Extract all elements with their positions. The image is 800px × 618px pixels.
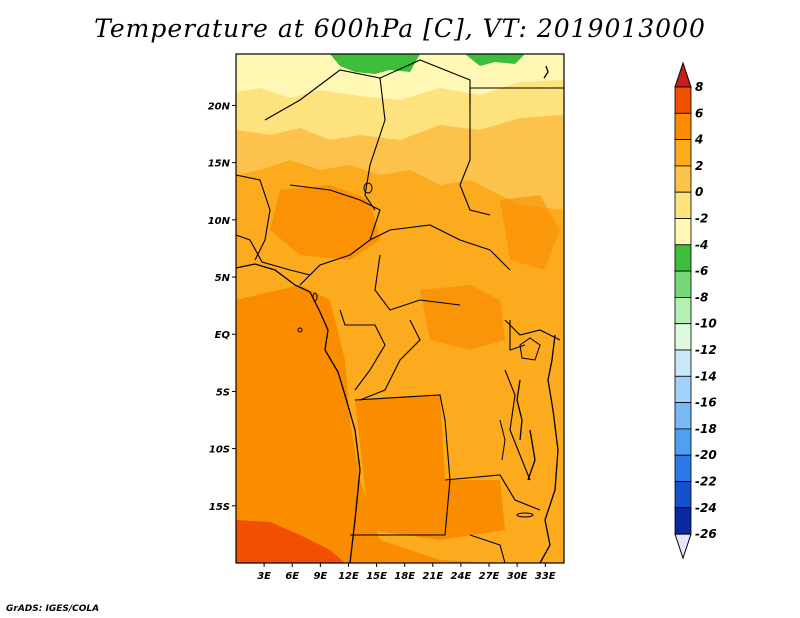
colorbar-level-label: -14 <box>695 369 717 383</box>
colorbar-level-label: -16 <box>695 396 717 410</box>
colorbar-level-label: -20 <box>695 448 717 462</box>
colorbar-segment <box>674 139 692 167</box>
lat-tick-label: EQ <box>215 330 231 341</box>
colorbar-level-label: -18 <box>695 422 717 436</box>
colorbar-level-label: 4 <box>694 133 703 147</box>
colorbar-segment <box>674 296 692 325</box>
lat-tick-label: 5S <box>216 387 230 398</box>
colorbar-segment <box>674 323 692 351</box>
lon-tick-label: 9E <box>313 571 327 582</box>
lon-tick-label: 27E <box>479 571 500 582</box>
colorbar-level-label: -8 <box>695 290 708 304</box>
colorbar-level-label: -2 <box>695 212 708 226</box>
lon-tick-label: 21E <box>422 571 443 582</box>
lon-tick-label: 12E <box>338 571 359 582</box>
lat-tick-label: 10N <box>208 216 231 227</box>
colorbar-level-label: -26 <box>695 527 717 541</box>
colorbar-level-label: 2 <box>695 159 703 173</box>
colorbar-level-label: 8 <box>695 80 703 94</box>
colorbar-segment <box>674 375 692 403</box>
lon-tick-label: 6E <box>285 571 299 582</box>
grads-credit: GrADS: IGES/COLA <box>6 604 100 614</box>
lon-tick-label: 33E <box>535 571 556 582</box>
colorbar-segment <box>674 270 692 298</box>
colorbar-level-label: -22 <box>695 475 717 489</box>
colorbar-segment <box>674 191 692 219</box>
colorbar-segment <box>674 402 692 430</box>
lon-tick-label: 30E <box>507 571 528 582</box>
colorbar-top-arrow <box>674 61 692 88</box>
lat-tick-label: 20N <box>208 101 231 112</box>
colorbar-segment <box>674 507 692 535</box>
colorbar-level-label: -4 <box>695 238 708 252</box>
colorbar-level-label: 0 <box>695 185 703 199</box>
lat-tick-label: 15S <box>209 502 230 513</box>
chart-title: Temperature at 600hPa [C], VT: 201901300… <box>94 14 706 43</box>
lon-tick-label: 3E <box>257 571 271 582</box>
colorbar-segment <box>674 165 692 193</box>
colorbar-level-label: -24 <box>695 501 717 515</box>
colorbar-segment <box>674 349 692 377</box>
lat-tick-label: 15N <box>208 159 231 170</box>
lon-tick-label: 24E <box>451 571 472 582</box>
lon-tick-label: 15E <box>366 571 387 582</box>
colorbar-segment <box>674 244 692 272</box>
colorbar-segment <box>674 428 692 456</box>
map-frame <box>235 53 565 564</box>
lon-tick-label: 18E <box>394 571 415 582</box>
lakes <box>297 182 541 518</box>
colorbar-segment <box>674 86 692 114</box>
colorbar-level-label: -10 <box>695 317 717 331</box>
colorbar-bottom-arrow <box>674 533 692 560</box>
coastline <box>235 65 559 564</box>
colorbar-level-label: -6 <box>695 264 708 278</box>
colorbar-segment <box>674 112 692 141</box>
colorbar-level-label: -12 <box>695 343 717 357</box>
lat-tick-label: 5N <box>215 273 231 284</box>
lat-tick-label: 10S <box>209 445 230 456</box>
colorbar-segment <box>674 218 692 246</box>
colorbar-segment <box>674 481 692 509</box>
temperature-field <box>236 54 564 563</box>
colorbar-level-label: 6 <box>695 106 703 120</box>
colorbar-segment <box>674 454 692 482</box>
colorbar: 8 6 4 2 0 -2 -4 -6 -8 -10 -12 -14 -16 -18 -20 -22 -24 -26 <box>674 61 717 560</box>
axis-labels: 20N 15N 10N 5N EQ 5S 10S 15S 3E 6E 9E 12E 15E 18E 21E 2… <box>208 101 556 582</box>
